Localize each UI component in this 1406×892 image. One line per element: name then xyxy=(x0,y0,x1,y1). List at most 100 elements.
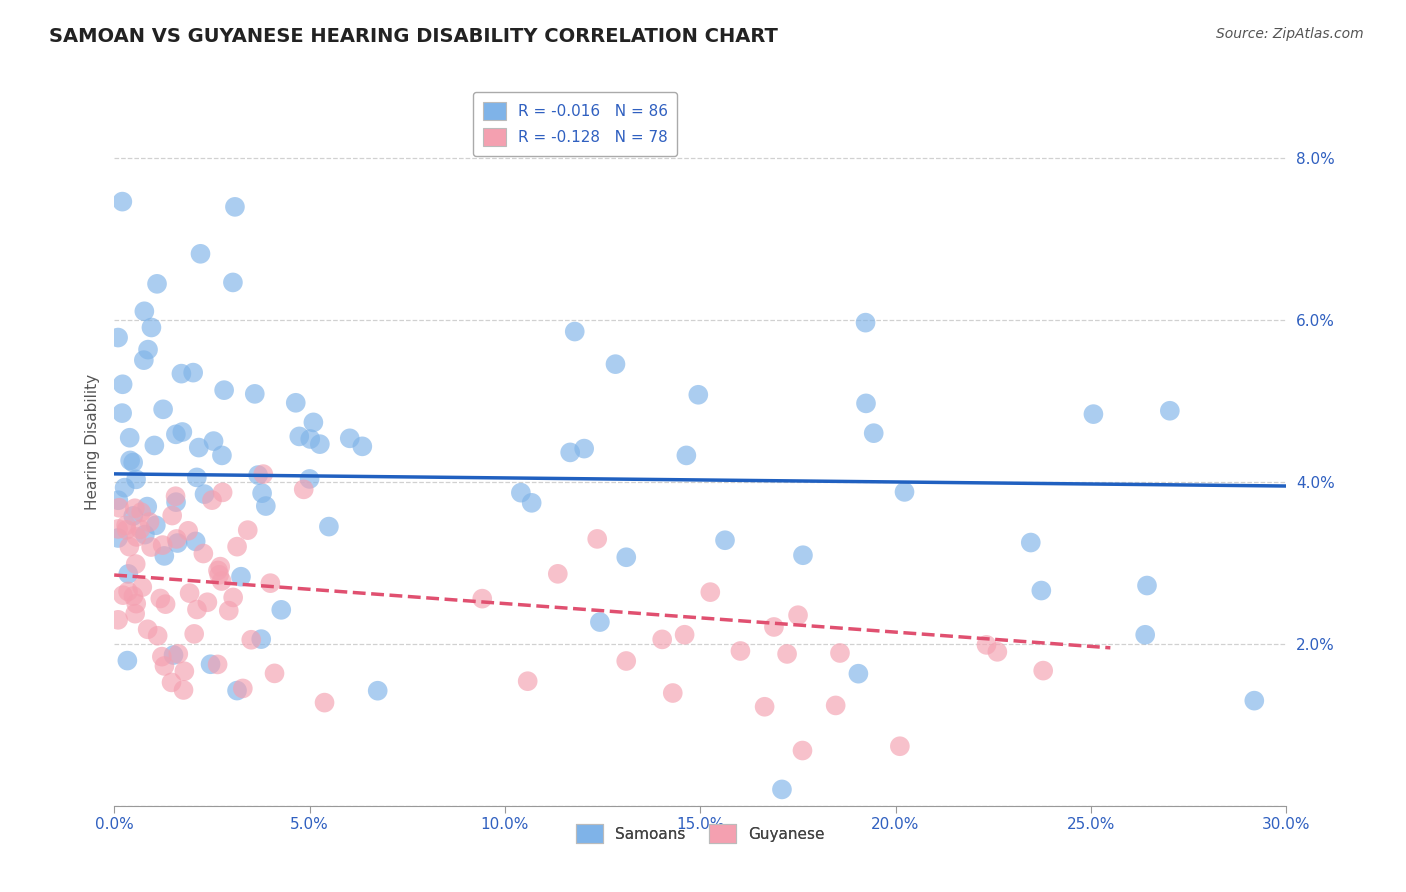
Point xyxy=(1031,583,1053,598)
Point xyxy=(179,586,201,600)
Point xyxy=(222,591,245,605)
Point xyxy=(173,665,195,679)
Point xyxy=(125,557,148,571)
Point xyxy=(132,353,155,368)
Point xyxy=(129,522,152,536)
Point xyxy=(1032,664,1054,678)
Point xyxy=(107,493,129,508)
Point xyxy=(153,659,176,673)
Point xyxy=(547,566,569,581)
Point xyxy=(197,595,219,609)
Point xyxy=(193,487,215,501)
Point xyxy=(298,472,321,486)
Point xyxy=(614,550,637,565)
Point xyxy=(986,645,1008,659)
Point xyxy=(787,608,810,623)
Point xyxy=(211,449,233,463)
Point xyxy=(143,438,166,452)
Point xyxy=(122,589,145,603)
Point xyxy=(134,304,156,318)
Point xyxy=(150,649,173,664)
Point xyxy=(776,647,799,661)
Point xyxy=(111,194,134,209)
Point xyxy=(224,200,246,214)
Point xyxy=(131,580,153,594)
Point xyxy=(172,425,194,439)
Point xyxy=(1083,407,1105,421)
Point xyxy=(209,559,232,574)
Point xyxy=(114,481,136,495)
Point xyxy=(166,536,188,550)
Point xyxy=(247,468,270,483)
Point xyxy=(308,437,330,451)
Point xyxy=(118,431,141,445)
Point xyxy=(299,432,322,446)
Point xyxy=(115,518,138,533)
Point xyxy=(162,648,184,662)
Point xyxy=(367,683,389,698)
Point xyxy=(586,532,609,546)
Point xyxy=(201,493,224,508)
Point xyxy=(193,547,215,561)
Point xyxy=(125,472,148,486)
Point xyxy=(115,523,138,537)
Point xyxy=(136,343,159,357)
Point xyxy=(120,453,142,467)
Point xyxy=(270,603,292,617)
Point xyxy=(1136,578,1159,592)
Point xyxy=(190,247,212,261)
Point xyxy=(186,470,208,484)
Point xyxy=(855,396,877,410)
Point xyxy=(181,366,204,380)
Point xyxy=(284,396,307,410)
Text: SAMOAN VS GUYANESE HEARING DISABILITY CORRELATION CHART: SAMOAN VS GUYANESE HEARING DISABILITY CO… xyxy=(49,27,778,45)
Point xyxy=(165,427,187,442)
Point xyxy=(314,696,336,710)
Point xyxy=(564,325,586,339)
Point xyxy=(141,320,163,334)
Point xyxy=(855,316,877,330)
Point xyxy=(208,567,231,582)
Point xyxy=(226,683,249,698)
Point xyxy=(211,485,233,500)
Point xyxy=(124,607,146,621)
Point xyxy=(471,591,494,606)
Point xyxy=(699,585,721,599)
Point xyxy=(292,483,315,497)
Point xyxy=(828,646,851,660)
Point xyxy=(134,527,156,541)
Point xyxy=(792,548,814,562)
Point xyxy=(662,686,685,700)
Point xyxy=(673,628,696,642)
Point xyxy=(187,441,209,455)
Point xyxy=(1159,403,1181,417)
Point xyxy=(117,654,139,668)
Point xyxy=(173,683,195,698)
Point xyxy=(207,563,229,577)
Point xyxy=(240,632,263,647)
Point xyxy=(186,602,208,616)
Point xyxy=(155,597,177,611)
Point xyxy=(754,699,776,714)
Point xyxy=(688,388,710,402)
Point xyxy=(509,485,531,500)
Point xyxy=(124,501,146,516)
Point xyxy=(339,431,361,445)
Point xyxy=(792,743,814,757)
Point xyxy=(211,574,233,588)
Point xyxy=(152,402,174,417)
Point xyxy=(149,591,172,606)
Point xyxy=(136,622,159,636)
Point xyxy=(232,681,254,696)
Point xyxy=(212,383,235,397)
Point xyxy=(122,456,145,470)
Point xyxy=(824,698,846,713)
Point xyxy=(252,467,274,482)
Point xyxy=(762,620,785,634)
Point xyxy=(589,615,612,629)
Point xyxy=(229,570,252,584)
Point xyxy=(107,613,129,627)
Point xyxy=(675,449,697,463)
Point xyxy=(107,531,129,545)
Point xyxy=(250,632,273,646)
